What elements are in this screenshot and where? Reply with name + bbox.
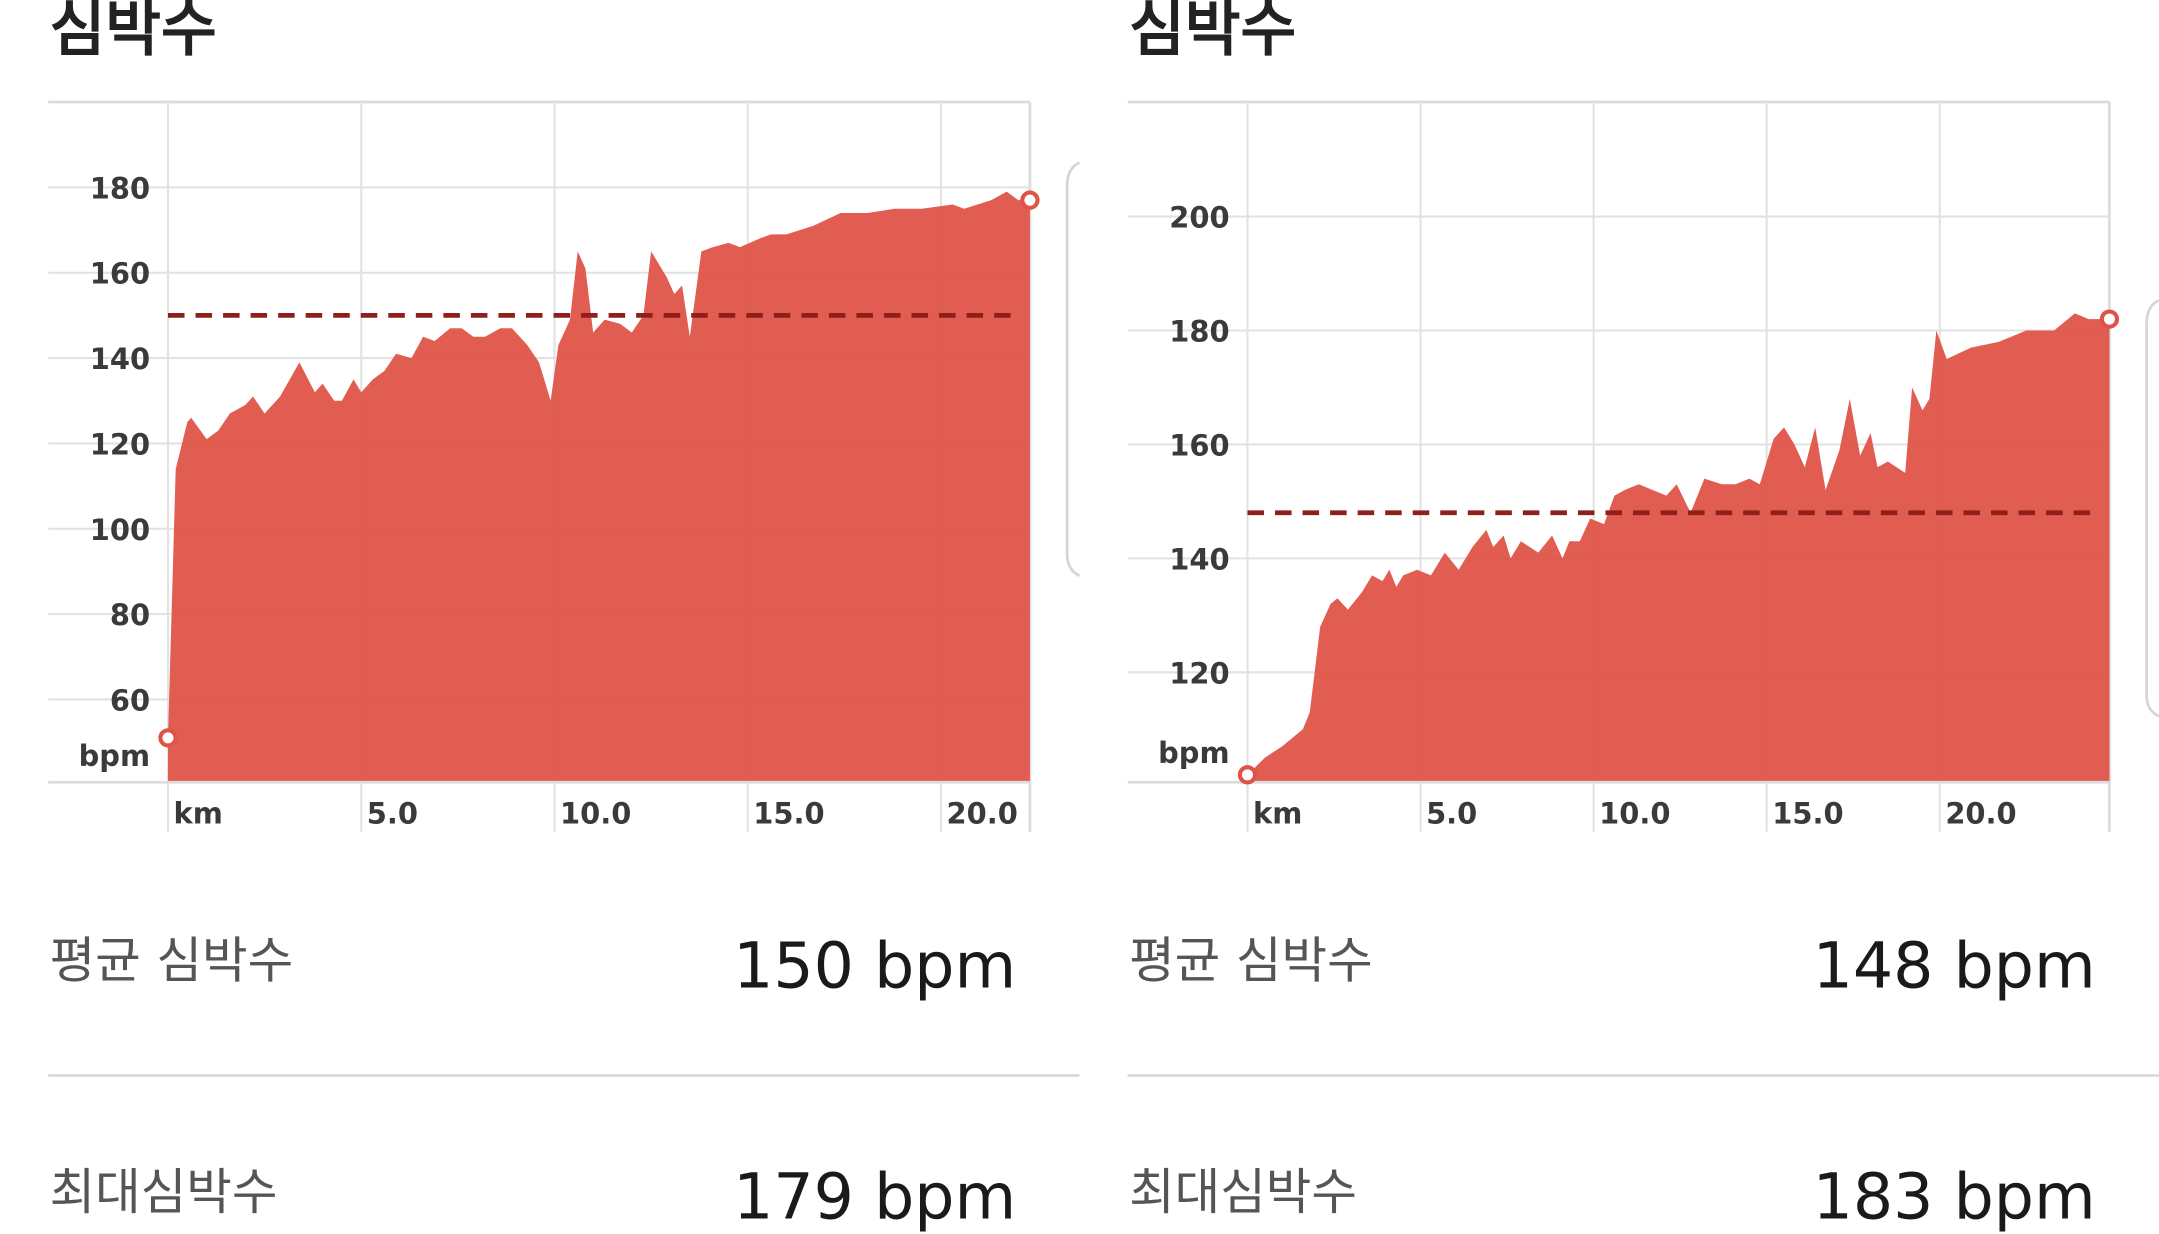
y-tick-label: 160 <box>90 257 150 291</box>
x-tick-label: 20.0 <box>1945 797 2016 831</box>
y-tick-label: 60 <box>110 683 150 717</box>
y-tick-label: 140 <box>1169 542 1229 576</box>
x-tick-label: km <box>173 797 222 831</box>
card-edge <box>2145 299 2159 718</box>
x-tick-label: 20.0 <box>947 797 1018 831</box>
chart-title: 심박수 <box>1129 0 1296 65</box>
x-tick-label: km <box>1253 797 1302 831</box>
stat-value: 179 bpm <box>733 1160 1016 1234</box>
stat-label: 평균 심박수 <box>1129 932 1373 990</box>
stat-value: 150 bpm <box>733 928 1016 1002</box>
y-tick-label: 200 <box>1169 201 1229 235</box>
y-tick-label: bpm <box>1158 736 1230 770</box>
y-tick-label: 100 <box>90 513 150 547</box>
stat-label: 최대심박수 <box>50 1163 278 1221</box>
x-tick-label: 15.0 <box>1772 797 1843 831</box>
y-tick-label: 160 <box>1169 428 1229 462</box>
x-tick-label: 5.0 <box>367 797 418 831</box>
x-tick-label: 10.0 <box>560 797 631 831</box>
stat-value: 183 bpm <box>1813 1160 2096 1234</box>
stat-label: 최대심박수 <box>1129 1163 1357 1221</box>
x-tick-label: 5.0 <box>1426 797 1477 831</box>
y-tick-label: 140 <box>90 342 150 376</box>
y-tick-label: bpm <box>79 739 151 773</box>
heart-rate-area <box>1247 313 2110 783</box>
stat-value: 148 bpm <box>1813 928 2096 1002</box>
end-marker <box>2099 309 2120 329</box>
x-tick-label: 10.0 <box>1599 797 1670 831</box>
y-tick-label: 80 <box>110 598 150 632</box>
y-tick-label: 180 <box>1169 314 1229 348</box>
heart-rate-area <box>167 191 1030 783</box>
y-tick-label: 180 <box>90 171 150 205</box>
end-marker <box>1237 765 1258 785</box>
chart-title: 심박수 <box>50 0 217 65</box>
x-tick-label: 15.0 <box>753 797 824 831</box>
end-marker <box>1020 190 1040 210</box>
y-tick-label: 120 <box>90 427 150 461</box>
stat-label: 평균 심박수 <box>50 932 294 990</box>
y-tick-label: 120 <box>1169 656 1229 690</box>
card-edge <box>1065 161 1081 577</box>
end-marker <box>158 728 178 748</box>
